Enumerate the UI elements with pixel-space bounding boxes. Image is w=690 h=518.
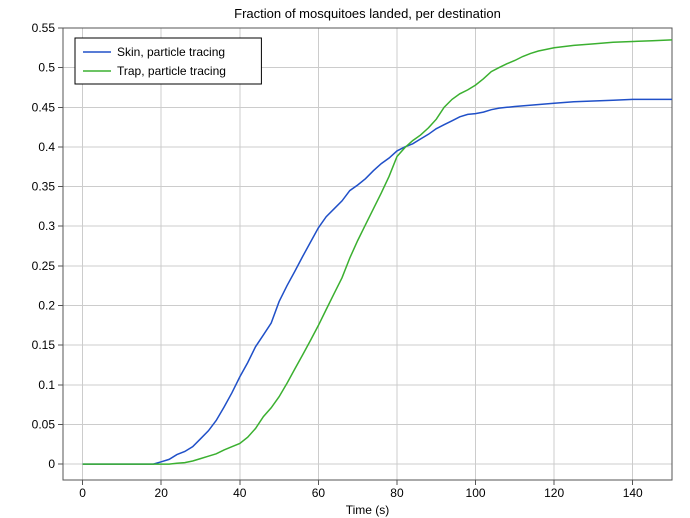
y-tick-label: 0.55 xyxy=(32,21,56,35)
legend-label: Skin, particle tracing xyxy=(117,45,225,59)
x-tick-label: 120 xyxy=(544,486,564,500)
x-tick-label: 40 xyxy=(233,486,247,500)
y-tick-label: 0.25 xyxy=(32,259,56,273)
y-tick-label: 0.05 xyxy=(32,417,56,431)
x-tick-label: 20 xyxy=(155,486,169,500)
x-tick-label: 140 xyxy=(623,486,643,500)
y-tick-label: 0 xyxy=(48,457,55,471)
chart-title: Fraction of mosquitoes landed, per desti… xyxy=(234,6,501,21)
plot-area xyxy=(63,28,672,480)
x-tick-label: 0 xyxy=(79,486,86,500)
x-tick-label: 100 xyxy=(466,486,486,500)
y-tick-label: 0.1 xyxy=(38,378,55,392)
y-tick-label: 0.45 xyxy=(32,100,56,114)
y-tick-label: 0.35 xyxy=(32,180,56,194)
y-tick-label: 0.2 xyxy=(38,299,55,313)
y-tick-label: 0.5 xyxy=(38,61,55,75)
x-tick-label: 80 xyxy=(390,486,404,500)
y-tick-label: 0.15 xyxy=(32,338,56,352)
line-chart: 0 20 40 60 80 100 120 140 0 0.05 0.1 0.15 0.2 0.25 0.3… xyxy=(0,0,690,518)
y-tick-label: 0.3 xyxy=(38,219,55,233)
legend-label: Trap, particle tracing xyxy=(117,64,226,78)
x-axis-label: Time (s) xyxy=(346,503,390,517)
x-tick-label: 60 xyxy=(312,486,326,500)
y-tick-label: 0.4 xyxy=(38,140,55,154)
